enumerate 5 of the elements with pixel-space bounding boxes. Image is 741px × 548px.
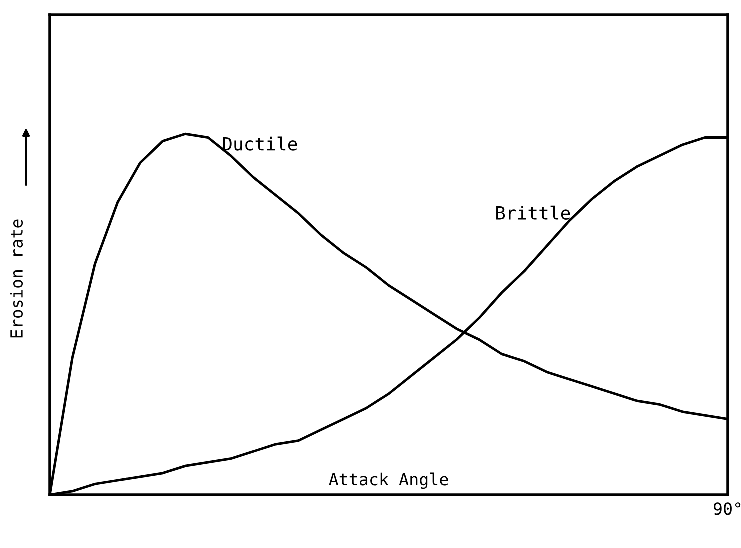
text: 90° (714, 502, 741, 516)
series-label: Brittle (496, 206, 570, 220)
series-label: Ductile (223, 136, 298, 151)
y-axis-title: Erosion rate (10, 220, 24, 338)
x-axis-title: Attack Angle (329, 472, 448, 490)
